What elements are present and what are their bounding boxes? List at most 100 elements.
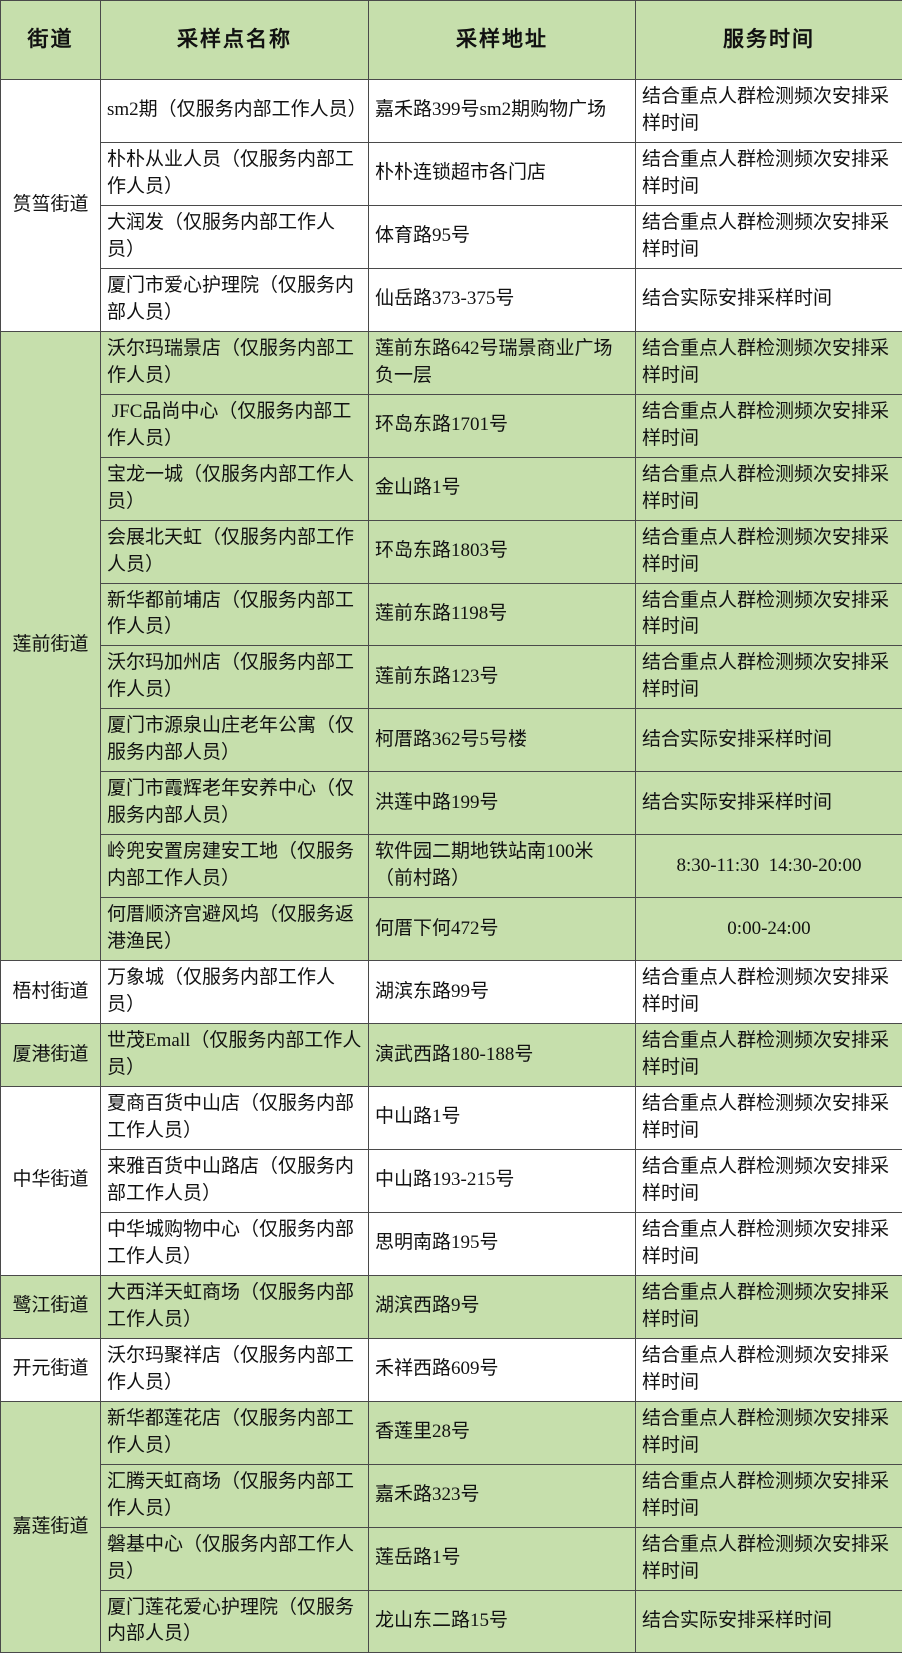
table-row: 厦港街道世茂Emall（仅服务内部工作人员）演武西路180-188号结合重点人群… — [1, 1024, 902, 1087]
address-cell: 中山路193-215号 — [369, 1149, 636, 1212]
address-cell: 仙岳路373-375号 — [369, 268, 636, 331]
service-time-cell: 结合重点人群检测频次安排采样时间 — [636, 1024, 902, 1087]
site-name-cell: 厦门市源泉山庄老年公寓（仅服务内部人员） — [101, 709, 369, 772]
service-time-cell: 结合实际安排采样时间 — [636, 772, 902, 835]
address-cell: 体育路95号 — [369, 205, 636, 268]
table-row: 厦门市爱心护理院（仅服务内部人员）仙岳路373-375号结合实际安排采样时间 — [1, 268, 902, 331]
table-row: 鹭江街道大西洋天虹商场（仅服务内部工作人员）湖滨西路9号结合重点人群检测频次安排… — [1, 1275, 902, 1338]
table-row: 岭兜安置房建安工地（仅服务内部工作人员）软件园二期地铁站南100米（前村路）8:… — [1, 835, 902, 898]
table-row: 嘉莲街道新华都莲花店（仅服务内部工作人员）香莲里28号结合重点人群检测频次安排采… — [1, 1401, 902, 1464]
site-name-cell: 大西洋天虹商场（仅服务内部工作人员） — [101, 1275, 369, 1338]
site-name-cell: 中华城购物中心（仅服务内部工作人员） — [101, 1212, 369, 1275]
site-name-cell: 来雅百货中山路店（仅服务内部工作人员） — [101, 1149, 369, 1212]
address-cell: 莲前东路642号瑞景商业广场负一层 — [369, 331, 636, 394]
site-name-cell: 何厝顺济宫避风坞（仅服务返港渔民） — [101, 898, 369, 961]
address-cell: 莲前东路123号 — [369, 646, 636, 709]
service-time-cell: 结合重点人群检测频次安排采样时间 — [636, 1087, 902, 1150]
service-time-cell: 结合重点人群检测频次安排采样时间 — [636, 1338, 902, 1401]
site-name-cell: 沃尔玛加州店（仅服务内部工作人员） — [101, 646, 369, 709]
site-name-cell: 会展北天虹（仅服务内部工作人员） — [101, 520, 369, 583]
service-time-cell: 结合重点人群检测频次安排采样时间 — [636, 583, 902, 646]
site-name-cell: 磐基中心（仅服务内部工作人员） — [101, 1527, 369, 1590]
street-cell: 鹭江街道 — [1, 1275, 101, 1338]
site-name-cell: 新华都莲花店（仅服务内部工作人员） — [101, 1401, 369, 1464]
service-time-cell: 0:00-24:00 — [636, 898, 902, 961]
table-header-row: 街道 采样点名称 采样地址 服务时间 — [1, 1, 902, 80]
column-header-service-time: 服务时间 — [636, 1, 902, 80]
table-row: 厦门市源泉山庄老年公寓（仅服务内部人员）柯厝路362号5号楼结合实际安排采样时间 — [1, 709, 902, 772]
street-cell: 筼筜街道 — [1, 80, 101, 332]
service-time-cell: 结合重点人群检测频次安排采样时间 — [636, 142, 902, 205]
address-cell: 洪莲中路199号 — [369, 772, 636, 835]
site-name-cell: 厦门市爱心护理院（仅服务内部人员） — [101, 268, 369, 331]
address-cell: 香莲里28号 — [369, 1401, 636, 1464]
table-row: 中华城购物中心（仅服务内部工作人员）思明南路195号结合重点人群检测频次安排采样… — [1, 1212, 902, 1275]
table-row: 开元街道沃尔玛聚祥店（仅服务内部工作人员）禾祥西路609号结合重点人群检测频次安… — [1, 1338, 902, 1401]
service-time-cell: 结合重点人群检测频次安排采样时间 — [636, 1401, 902, 1464]
address-cell: 环岛东路1803号 — [369, 520, 636, 583]
address-cell: 演武西路180-188号 — [369, 1024, 636, 1087]
site-name-cell: 宝龙一城（仅服务内部工作人员） — [101, 457, 369, 520]
service-time-cell: 结合重点人群检测频次安排采样时间 — [636, 1149, 902, 1212]
service-time-cell: 8:30-11:30 14:30-20:00 — [636, 835, 902, 898]
address-cell: 金山路1号 — [369, 457, 636, 520]
service-time-cell: 结合实际安排采样时间 — [636, 709, 902, 772]
street-cell: 莲前街道 — [1, 331, 101, 960]
address-cell: 思明南路195号 — [369, 1212, 636, 1275]
column-header-street: 街道 — [1, 1, 101, 80]
site-name-cell: 夏商百货中山店（仅服务内部工作人员） — [101, 1087, 369, 1150]
address-cell: 湖滨东路99号 — [369, 961, 636, 1024]
service-time-cell: 结合重点人群检测频次安排采样时间 — [636, 331, 902, 394]
address-cell: 莲岳路1号 — [369, 1527, 636, 1590]
table-row: 来雅百货中山路店（仅服务内部工作人员）中山路193-215号结合重点人群检测频次… — [1, 1149, 902, 1212]
service-time-cell: 结合重点人群检测频次安排采样时间 — [636, 1212, 902, 1275]
table-row: 沃尔玛加州店（仅服务内部工作人员）莲前东路123号结合重点人群检测频次安排采样时… — [1, 646, 902, 709]
table-row: 朴朴从业人员（仅服务内部工作人员）朴朴连锁超市各门店结合重点人群检测频次安排采样… — [1, 142, 902, 205]
table-row: 莲前街道沃尔玛瑞景店（仅服务内部工作人员）莲前东路642号瑞景商业广场负一层结合… — [1, 331, 902, 394]
street-cell: 中华街道 — [1, 1087, 101, 1276]
table-header: 街道 采样点名称 采样地址 服务时间 — [1, 1, 902, 80]
street-cell: 厦港街道 — [1, 1024, 101, 1087]
site-name-cell: 厦门市霞辉老年安养中心（仅服务内部人员） — [101, 772, 369, 835]
site-name-cell: 大润发（仅服务内部工作人员） — [101, 205, 369, 268]
address-cell: 龙山东二路15号 — [369, 1590, 636, 1653]
service-time-cell: 结合重点人群检测频次安排采样时间 — [636, 394, 902, 457]
table-row: 厦门莲花爱心护理院（仅服务内部人员）龙山东二路15号结合实际安排采样时间 — [1, 1590, 902, 1653]
service-time-cell: 结合重点人群检测频次安排采样时间 — [636, 1527, 902, 1590]
column-header-site-name: 采样点名称 — [101, 1, 369, 80]
address-cell: 中山路1号 — [369, 1087, 636, 1150]
site-name-cell: JFC品尚中心（仅服务内部工作人员） — [101, 394, 369, 457]
service-time-cell: 结合实际安排采样时间 — [636, 1590, 902, 1653]
address-cell: 何厝下何472号 — [369, 898, 636, 961]
site-name-cell: 岭兜安置房建安工地（仅服务内部工作人员） — [101, 835, 369, 898]
address-cell: 环岛东路1701号 — [369, 394, 636, 457]
table-row: 厦门市霞辉老年安养中心（仅服务内部人员）洪莲中路199号结合实际安排采样时间 — [1, 772, 902, 835]
service-time-cell: 结合重点人群检测频次安排采样时间 — [636, 520, 902, 583]
column-header-address: 采样地址 — [369, 1, 636, 80]
service-time-cell: 结合重点人群检测频次安排采样时间 — [636, 1464, 902, 1527]
site-name-cell: 沃尔玛瑞景店（仅服务内部工作人员） — [101, 331, 369, 394]
service-time-cell: 结合重点人群检测频次安排采样时间 — [636, 457, 902, 520]
table-row: JFC品尚中心（仅服务内部工作人员）环岛东路1701号结合重点人群检测频次安排采… — [1, 394, 902, 457]
site-name-cell: 世茂Emall（仅服务内部工作人员） — [101, 1024, 369, 1087]
site-name-cell: 新华都前埔店（仅服务内部工作人员） — [101, 583, 369, 646]
table-row: 汇腾天虹商场（仅服务内部工作人员）嘉禾路323号结合重点人群检测频次安排采样时间 — [1, 1464, 902, 1527]
address-cell: 朴朴连锁超市各门店 — [369, 142, 636, 205]
service-time-cell: 结合重点人群检测频次安排采样时间 — [636, 646, 902, 709]
table-row: 梧村街道万象城（仅服务内部工作人员）湖滨东路99号结合重点人群检测频次安排采样时… — [1, 961, 902, 1024]
street-cell: 梧村街道 — [1, 961, 101, 1024]
site-name-cell: 厦门莲花爱心护理院（仅服务内部人员） — [101, 1590, 369, 1653]
service-time-cell: 结合实际安排采样时间 — [636, 268, 902, 331]
site-name-cell: sm2期（仅服务内部工作人员） — [101, 80, 369, 143]
site-name-cell: 朴朴从业人员（仅服务内部工作人员） — [101, 142, 369, 205]
table-row: 新华都前埔店（仅服务内部工作人员）莲前东路1198号结合重点人群检测频次安排采样… — [1, 583, 902, 646]
address-cell: 软件园二期地铁站南100米（前村路） — [369, 835, 636, 898]
address-cell: 莲前东路1198号 — [369, 583, 636, 646]
street-cell: 嘉莲街道 — [1, 1401, 101, 1653]
service-time-cell: 结合重点人群检测频次安排采样时间 — [636, 1275, 902, 1338]
service-time-cell: 结合重点人群检测频次安排采样时间 — [636, 961, 902, 1024]
